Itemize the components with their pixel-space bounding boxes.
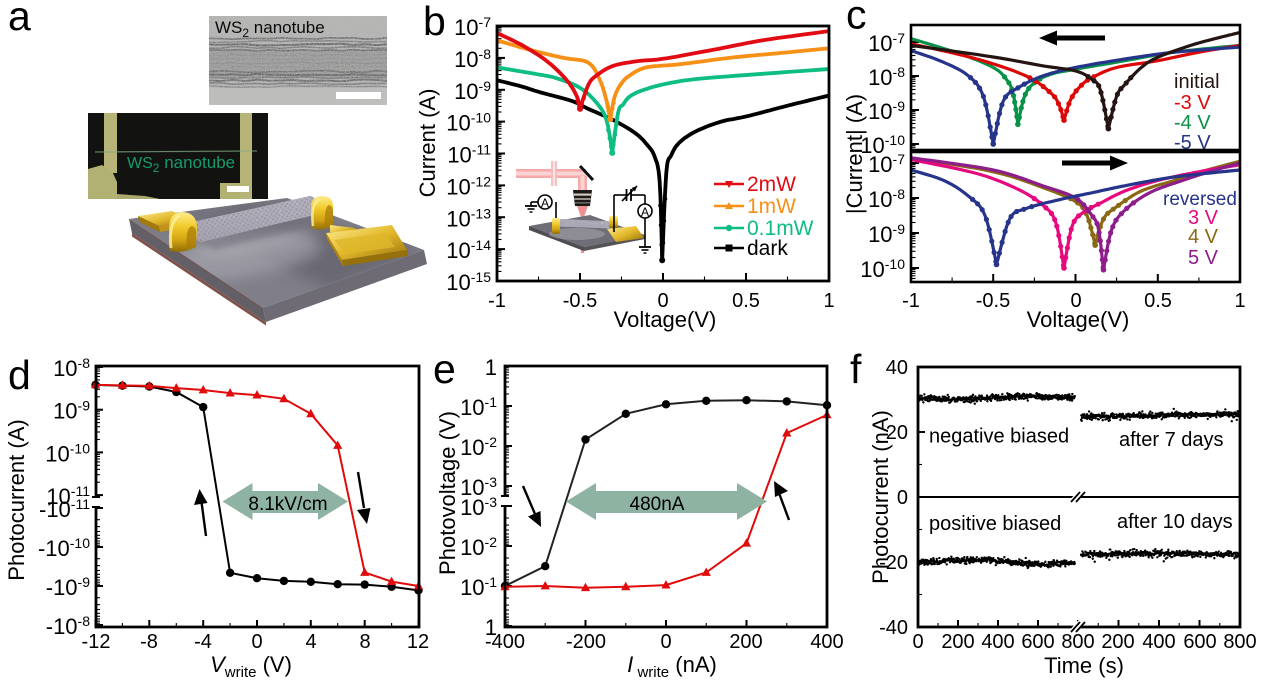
svg-text:4 V: 4 V [1188, 226, 1219, 248]
svg-text:initial: initial [1174, 71, 1220, 93]
svg-text:|Current| (A): |Current| (A) [842, 94, 867, 214]
svg-text:after 10 days: after 10 days [1117, 511, 1233, 533]
svg-text:0.5: 0.5 [732, 290, 760, 312]
svg-text:-4: -4 [194, 631, 212, 653]
svg-text:a: a [8, 0, 31, 39]
svg-text:1: 1 [1234, 290, 1245, 312]
svg-text:Photocurrent (A): Photocurrent (A) [4, 419, 29, 580]
svg-text:-1: -1 [488, 290, 506, 312]
svg-text:-3 V: -3 V [1174, 92, 1211, 114]
svg-text:1: 1 [485, 615, 497, 640]
svg-text:0: 0 [657, 290, 668, 312]
svg-text:600: 600 [1021, 631, 1054, 653]
svg-text:-5 V: -5 V [1174, 132, 1211, 154]
svg-text:b: b [423, 0, 446, 44]
svg-text:dark: dark [747, 237, 788, 260]
svg-text:400: 400 [981, 631, 1014, 653]
svg-text:200: 200 [729, 631, 762, 653]
svg-text:1mW: 1mW [747, 195, 796, 218]
svg-text:Photovoltage (V): Photovoltage (V) [435, 411, 460, 575]
svg-text:-0.5: -0.5 [563, 290, 597, 312]
svg-text:-8: -8 [140, 631, 158, 653]
svg-text:400: 400 [1142, 631, 1175, 653]
svg-text:20: 20 [886, 422, 908, 444]
svg-text:-4 V: -4 V [1174, 112, 1211, 134]
svg-text:10-12: 10-12 [446, 173, 491, 199]
svg-text:10-2: 10-2 [460, 434, 497, 460]
svg-text:0.5: 0.5 [1144, 290, 1172, 312]
svg-text:positive biased: positive biased [929, 513, 1061, 535]
svg-text:negative biased: negative biased [929, 426, 1069, 448]
svg-text:WS2 nanotube: WS2 nanotube [215, 18, 325, 40]
svg-text:WS2 nanotube: WS2 nanotube [127, 153, 235, 175]
svg-text:800: 800 [1061, 631, 1094, 653]
svg-text:-200: -200 [566, 631, 606, 653]
svg-text:10-14: 10-14 [446, 237, 491, 263]
svg-text:e: e [433, 346, 456, 392]
svg-text:Current (A): Current (A) [415, 89, 440, 198]
svg-text:200: 200 [941, 631, 974, 653]
svg-text:0: 0 [912, 631, 923, 653]
svg-text:Voltage(V): Voltage(V) [614, 307, 717, 332]
svg-text:-40: -40 [879, 617, 908, 639]
svg-text:1: 1 [485, 355, 497, 380]
svg-text:f: f [850, 346, 862, 392]
svg-text:200: 200 [1101, 631, 1134, 653]
svg-text:-10-9: -10-9 [46, 574, 90, 600]
svg-text:Voltage(V): Voltage(V) [1027, 307, 1130, 332]
svg-text:c: c [846, 0, 867, 38]
svg-text:4: 4 [305, 631, 316, 653]
svg-text:8.1kV/cm: 8.1kV/cm [248, 494, 327, 515]
svg-text:d: d [8, 352, 31, 398]
svg-text:0: 0 [897, 487, 908, 509]
svg-text:3 V: 3 V [1188, 207, 1219, 229]
svg-text:A: A [641, 205, 649, 219]
svg-text:Vwrite (V): Vwrite (V) [210, 652, 292, 681]
svg-text:I write (nA): I write (nA) [627, 652, 717, 681]
svg-text:after 7 days: after 7 days [1119, 429, 1224, 451]
svg-text:40: 40 [886, 357, 908, 379]
svg-text:Photocurrent (nA): Photocurrent (nA) [868, 410, 893, 584]
svg-text:-1: -1 [902, 290, 920, 312]
svg-text:800: 800 [1223, 631, 1256, 653]
svg-text:12: 12 [407, 631, 429, 653]
svg-text:10-7: 10-7 [454, 14, 491, 40]
svg-text:400: 400 [810, 631, 843, 653]
svg-text:0: 0 [660, 631, 671, 653]
svg-text:0.1mW: 0.1mW [747, 217, 814, 240]
svg-text:480nA: 480nA [630, 494, 685, 515]
svg-text:600: 600 [1183, 631, 1216, 653]
svg-text:-10-8: -10-8 [46, 613, 90, 639]
svg-text:5 V: 5 V [1188, 247, 1219, 269]
svg-text:-12: -12 [82, 631, 111, 653]
svg-text:reversed: reversed [1163, 189, 1237, 210]
svg-text:Time (s): Time (s) [1044, 653, 1124, 678]
svg-text:0: 0 [1070, 290, 1081, 312]
svg-text:0: 0 [251, 631, 262, 653]
svg-text:10-9: 10-9 [454, 78, 491, 104]
svg-text:A: A [541, 196, 549, 210]
svg-text:10-8: 10-8 [868, 64, 905, 90]
svg-text:-0.5: -0.5 [976, 290, 1010, 312]
svg-text:1: 1 [823, 290, 834, 312]
svg-text:2mW: 2mW [747, 173, 796, 196]
svg-text:8: 8 [359, 631, 370, 653]
svg-text:-400: -400 [485, 631, 525, 653]
svg-text:-20: -20 [879, 552, 908, 574]
